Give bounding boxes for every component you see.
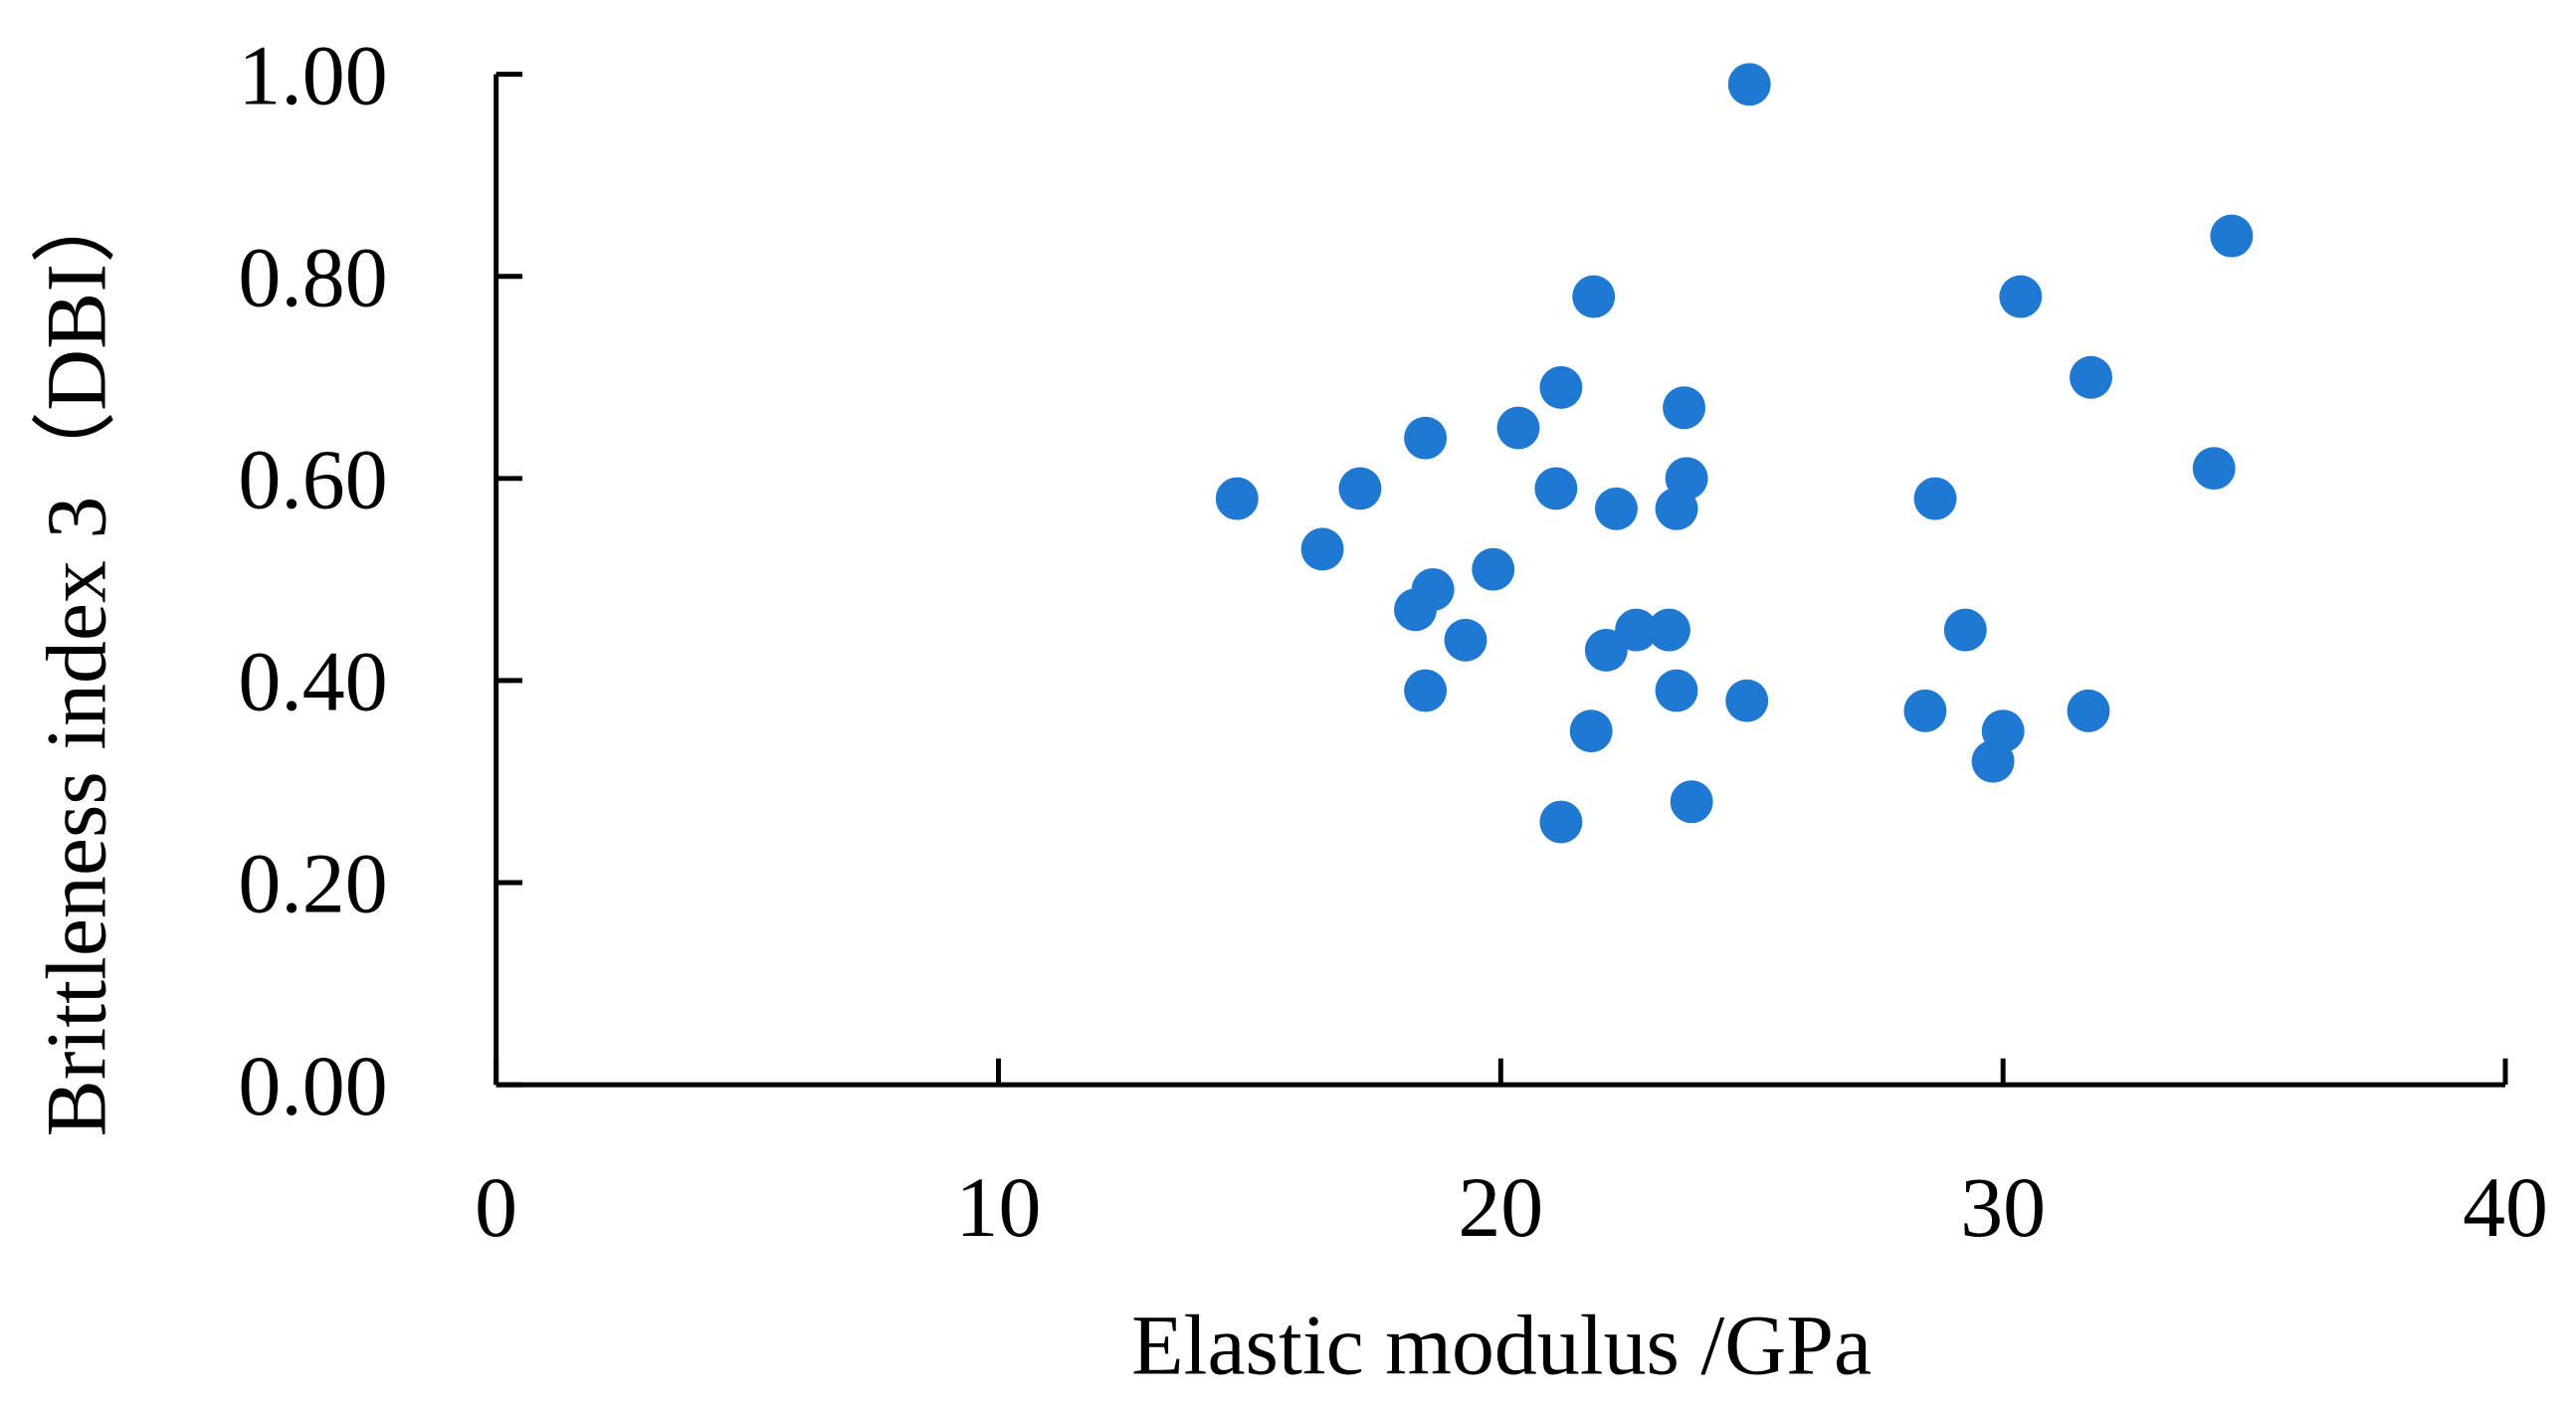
- point: [2210, 214, 2254, 258]
- x-tick-label: 30: [1960, 1159, 2046, 1255]
- point: [1404, 669, 1448, 712]
- point: [1663, 386, 1706, 430]
- point: [1725, 679, 1769, 722]
- y-axis-label: Brittleness index 3（DBI）: [29, 178, 124, 1136]
- point: [1496, 406, 1540, 450]
- point: [1655, 669, 1698, 712]
- x-tick-label: 40: [2463, 1159, 2548, 1255]
- point: [1404, 416, 1448, 460]
- y-tick-label: 0.00: [238, 1038, 387, 1133]
- point: [1569, 709, 1613, 753]
- point: [2070, 355, 2112, 399]
- y-tick-label: 0.20: [238, 836, 387, 931]
- point: [1444, 618, 1487, 662]
- point: [1534, 467, 1578, 510]
- point: [1572, 275, 1616, 318]
- point: [1539, 365, 1583, 409]
- point: [1594, 487, 1638, 530]
- point: [1215, 477, 1259, 520]
- point: [1665, 457, 1708, 501]
- point: [1647, 608, 1690, 652]
- point: [1913, 477, 1957, 520]
- point: [1615, 608, 1659, 652]
- y-tick-label: 0.80: [238, 229, 387, 324]
- x-tick-label: 0: [475, 1159, 517, 1255]
- point: [1394, 588, 1437, 632]
- point: [2067, 689, 2110, 732]
- point: [1670, 780, 1713, 824]
- point: [1584, 628, 1628, 672]
- point: [1981, 709, 2025, 753]
- x-tick-label: 20: [1458, 1159, 1543, 1255]
- x-tick-label: 10: [956, 1159, 1042, 1255]
- point: [1943, 608, 1987, 652]
- point: [1727, 63, 1771, 106]
- point: [2192, 447, 2236, 491]
- y-tick-label: 0.40: [238, 634, 387, 729]
- point: [1903, 689, 1947, 732]
- point: [1539, 800, 1583, 844]
- point: [1472, 547, 1515, 591]
- point: [1338, 467, 1382, 510]
- y-tick-label: 0.60: [238, 432, 387, 527]
- x-axis-label: Elastic modulus /GPa: [1131, 1298, 1872, 1393]
- y-tick-label: 1.00: [238, 27, 387, 122]
- point: [1300, 527, 1344, 571]
- point: [1999, 275, 2043, 318]
